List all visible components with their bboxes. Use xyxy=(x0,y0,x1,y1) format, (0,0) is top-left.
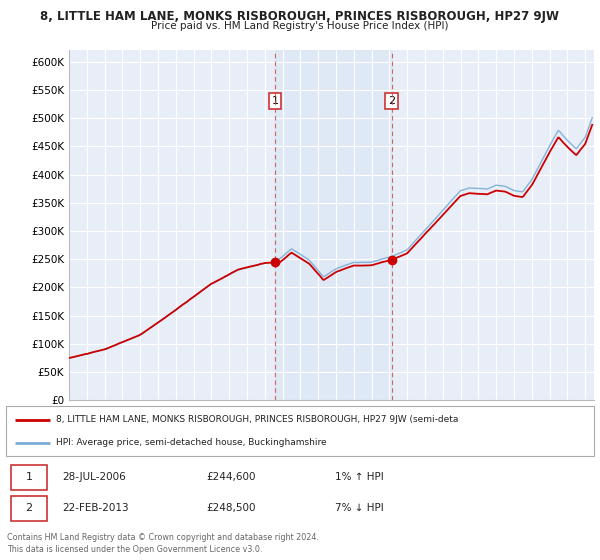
Text: 22-FEB-2013: 22-FEB-2013 xyxy=(62,503,128,513)
Text: 1: 1 xyxy=(271,96,278,106)
FancyBboxPatch shape xyxy=(11,496,47,521)
Bar xyxy=(275,50,392,400)
Text: £244,600: £244,600 xyxy=(206,473,256,482)
Text: HPI: Average price, semi-detached house, Buckinghamshire: HPI: Average price, semi-detached house,… xyxy=(56,438,326,447)
FancyBboxPatch shape xyxy=(6,406,594,456)
Text: 2: 2 xyxy=(25,503,32,513)
Text: Price paid vs. HM Land Registry's House Price Index (HPI): Price paid vs. HM Land Registry's House … xyxy=(151,21,449,31)
Text: 8, LITTLE HAM LANE, MONKS RISBOROUGH, PRINCES RISBOROUGH, HP27 9JW: 8, LITTLE HAM LANE, MONKS RISBOROUGH, PR… xyxy=(41,10,560,23)
Text: 7% ↓ HPI: 7% ↓ HPI xyxy=(335,503,384,513)
Text: 28-JUL-2006: 28-JUL-2006 xyxy=(62,473,125,482)
FancyBboxPatch shape xyxy=(11,465,47,490)
Text: Contains HM Land Registry data © Crown copyright and database right 2024.: Contains HM Land Registry data © Crown c… xyxy=(7,533,319,542)
Text: £248,500: £248,500 xyxy=(206,503,256,513)
Text: This data is licensed under the Open Government Licence v3.0.: This data is licensed under the Open Gov… xyxy=(7,545,263,554)
Text: 1% ↑ HPI: 1% ↑ HPI xyxy=(335,473,384,482)
Text: 1: 1 xyxy=(25,473,32,482)
Text: 8, LITTLE HAM LANE, MONKS RISBOROUGH, PRINCES RISBOROUGH, HP27 9JW (semi-deta: 8, LITTLE HAM LANE, MONKS RISBOROUGH, PR… xyxy=(56,415,458,424)
Text: 2: 2 xyxy=(388,96,395,106)
